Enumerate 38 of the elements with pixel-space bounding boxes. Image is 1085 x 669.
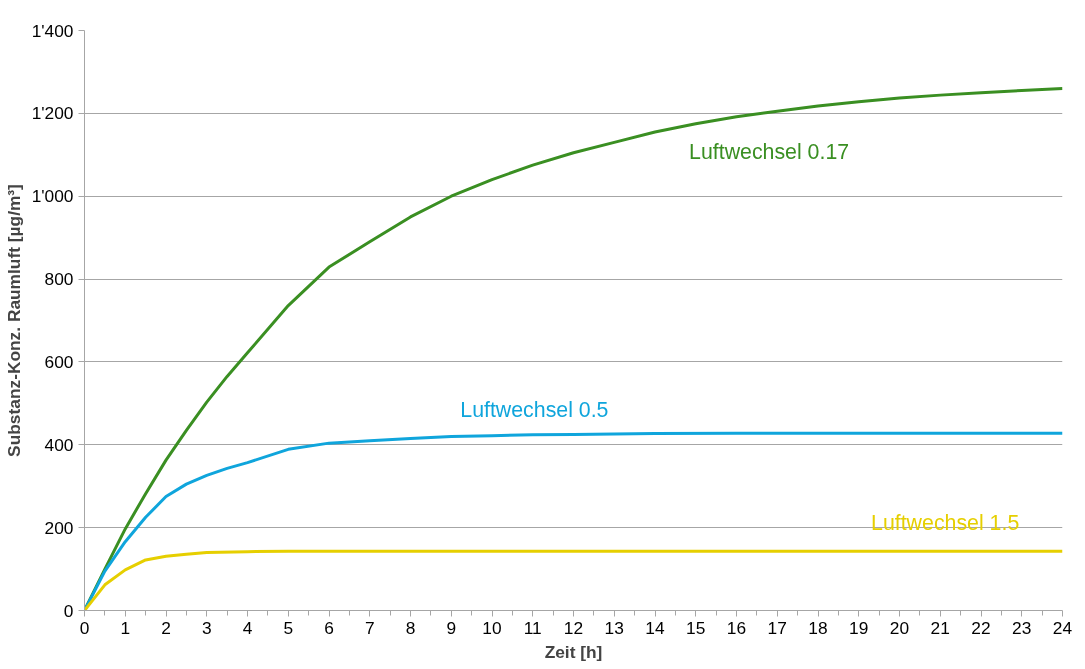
x-tick-label: 17: [767, 617, 787, 638]
y-tick-label: 600: [44, 351, 74, 372]
x-tick-label: 10: [482, 617, 502, 638]
y-tick-label: 400: [44, 434, 74, 455]
x-tick-label: 0: [79, 617, 90, 638]
x-tick-label: 2: [161, 617, 171, 638]
x-tick-label: 20: [889, 617, 910, 638]
x-tick-label: 4: [242, 617, 253, 638]
x-tick-label: 7: [364, 617, 375, 638]
y-axis-title: Substanz-Konz. Raumluft [µg/m³]: [3, 184, 24, 457]
x-tick-label: 3: [201, 617, 212, 638]
x-tick-label: 21: [930, 617, 950, 638]
x-tick-label: 18: [808, 617, 828, 638]
y-tick-label: 1'200: [31, 103, 74, 124]
x-tick-label: 16: [726, 617, 747, 638]
x-tick-label: 23: [1012, 617, 1032, 638]
y-tick-label: 1'400: [31, 20, 74, 41]
x-tick-label: 1: [120, 617, 131, 638]
x-tick-label: 24: [1052, 617, 1073, 638]
series-label: Luftwechsel 0.17: [689, 140, 850, 165]
x-tick-label: 12: [563, 617, 584, 638]
x-tick-label: 9: [446, 617, 457, 638]
x-axis-title: Zeit [h]: [544, 641, 603, 662]
series-label: Luftwechsel 0.5: [460, 397, 609, 422]
x-tick-label: 5: [283, 617, 294, 638]
x-tick-label: 14: [645, 617, 665, 638]
y-tick-label: 200: [44, 517, 74, 538]
y-tick-label: 1'000: [31, 186, 74, 207]
x-tick-label: 15: [686, 617, 706, 638]
x-tick-label: 8: [405, 617, 416, 638]
x-tick-label: 6: [324, 617, 334, 638]
y-tick-label: 0: [63, 600, 74, 621]
x-tick-label: 13: [604, 617, 624, 638]
x-tick-label: 11: [523, 617, 542, 638]
series-label: Luftwechsel 1.5: [871, 511, 1020, 536]
x-tick-label: 22: [971, 617, 991, 638]
x-tick-label: 19: [849, 617, 869, 638]
y-tick-label: 800: [44, 269, 74, 290]
